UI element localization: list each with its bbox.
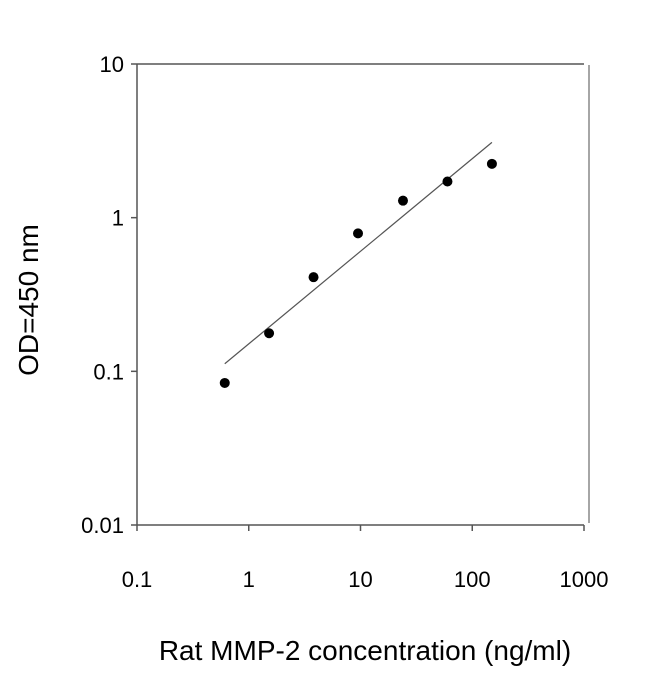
fit-line — [224, 141, 493, 365]
data-point — [486, 158, 497, 169]
x-tick-label: 1000 — [560, 567, 609, 592]
x-tick-label: 10 — [348, 567, 372, 592]
y-tick-label: 0.1 — [93, 359, 124, 384]
data-point — [264, 328, 275, 339]
data-point — [353, 228, 364, 239]
data-point — [442, 176, 453, 187]
data-point — [219, 377, 230, 388]
y-tick-label: 10 — [100, 52, 124, 77]
data-point — [397, 195, 408, 206]
y-tick-label: 0.01 — [81, 513, 124, 538]
y-axis-title: OD=450 nm — [13, 224, 44, 376]
x-tick-label: 100 — [454, 567, 491, 592]
x-axis-title: Rat MMP-2 concentration (ng/ml) — [159, 635, 571, 666]
data-point — [308, 272, 319, 283]
y-tick-label: 1 — [112, 206, 124, 231]
x-tick-label: 0.1 — [122, 567, 153, 592]
x-tick-label: 1 — [243, 567, 255, 592]
